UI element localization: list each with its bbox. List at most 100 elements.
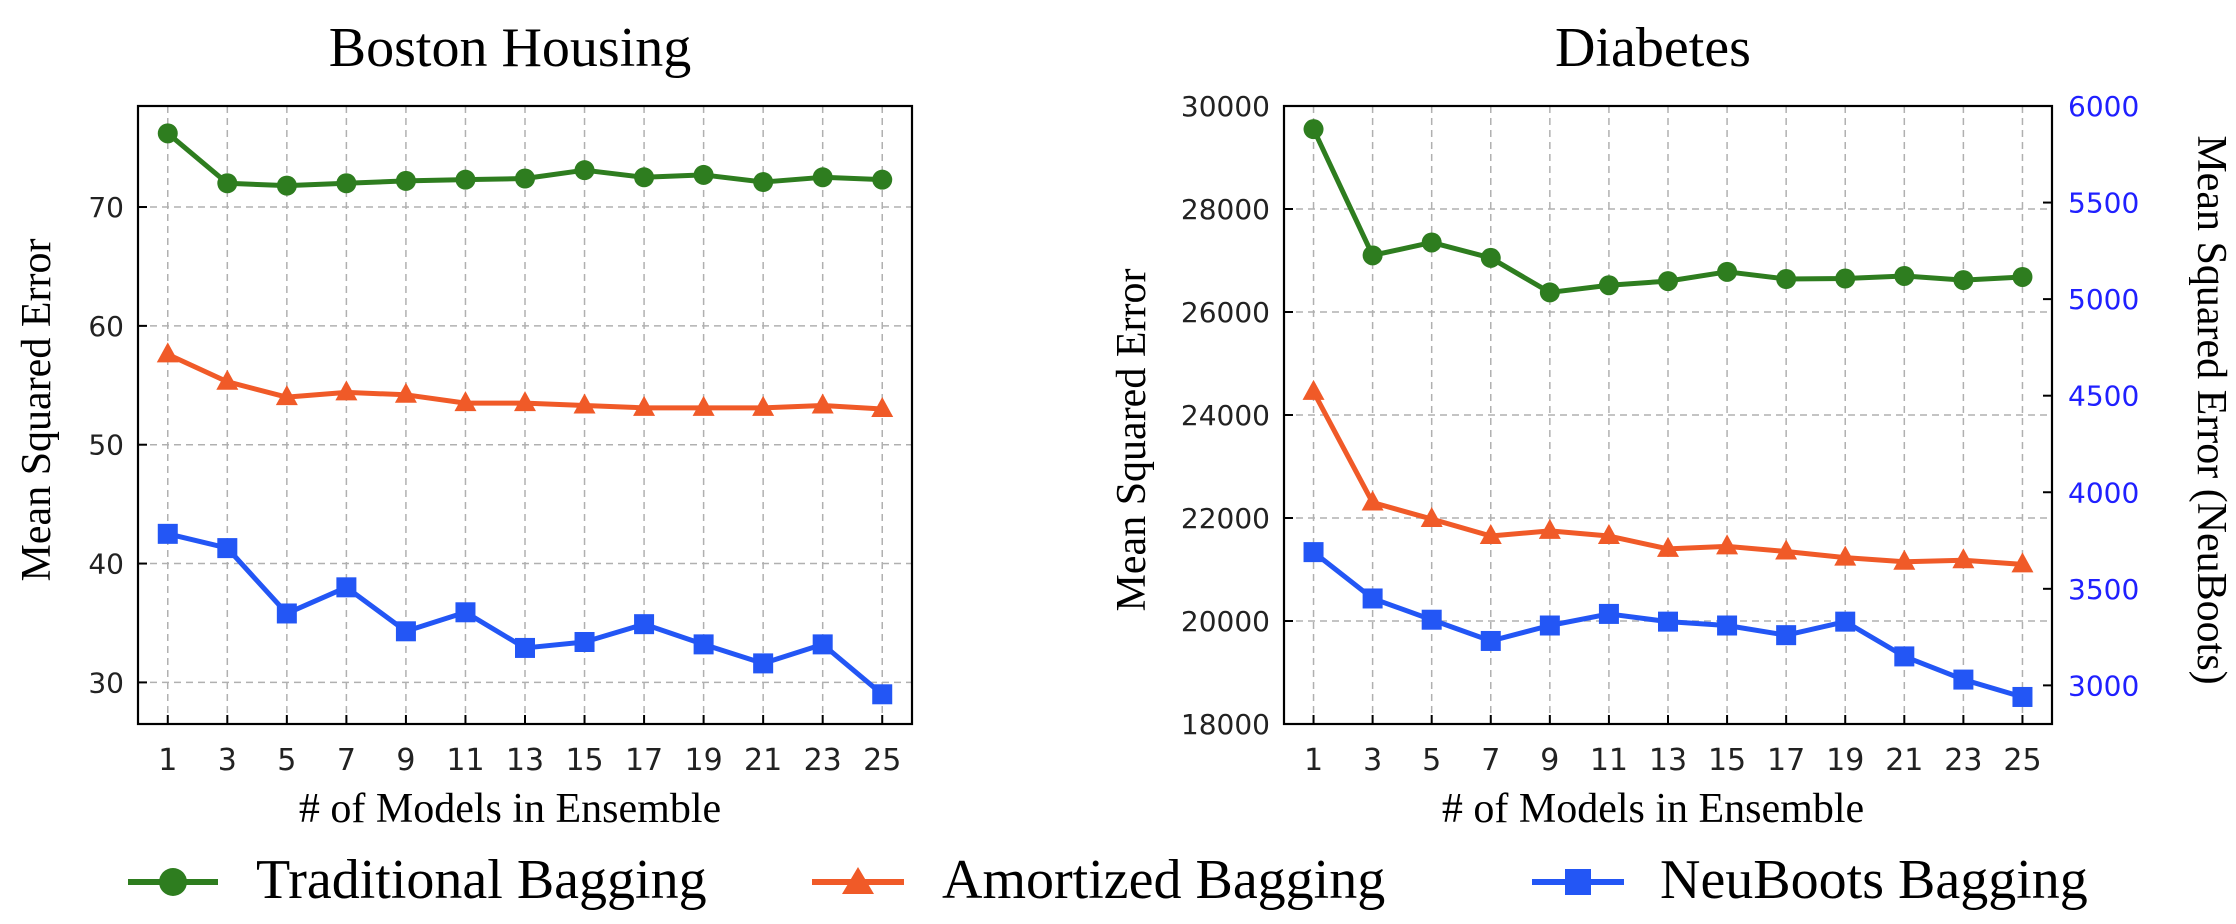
diabetes-data-point bbox=[1598, 603, 1619, 624]
diabetes-right-y-tick-label: 5500 bbox=[2068, 187, 2139, 220]
boston-data-point bbox=[276, 175, 297, 196]
boston-data-point bbox=[515, 637, 535, 658]
boston-x-tick-label: 3 bbox=[218, 743, 237, 778]
diabetes-y-tick-label: 22000 bbox=[1181, 502, 1270, 535]
legend-item-amortized: Amortized Bagging bbox=[812, 849, 1385, 911]
diabetes-y-axis-label: Mean Squared Error bbox=[1109, 269, 1155, 612]
diabetes-data-point bbox=[1539, 282, 1560, 303]
boston-y-tick-label: 40 bbox=[88, 548, 124, 581]
diabetes-panel: 1 3 5 7 9 11 13 15 17 19 21 23 251800020000220002400… bbox=[1109, 17, 2234, 832]
diabetes-y-tick-label: 30000 bbox=[1181, 90, 1270, 123]
diabetes-data-point bbox=[1479, 524, 1502, 545]
boston-data-point bbox=[217, 538, 238, 559]
diabetes-x-tick-label: 15 bbox=[1708, 743, 1746, 778]
boston-data-point bbox=[871, 397, 894, 418]
boston-data-point bbox=[157, 123, 178, 144]
diabetes-y-tick-label: 26000 bbox=[1181, 296, 1270, 329]
diabetes-data-point bbox=[1538, 518, 1561, 539]
diabetes-x-tick-label: 3 bbox=[1363, 743, 1382, 778]
diabetes-x-axis-label: # of Models in Ensemble bbox=[1442, 786, 1864, 832]
diabetes-data-point bbox=[1775, 539, 1798, 560]
diabetes-data-point bbox=[1894, 646, 1915, 667]
diabetes-x-tick-label: 1 bbox=[1304, 743, 1323, 778]
boston-data-point bbox=[156, 342, 179, 363]
boston-data-point bbox=[753, 653, 774, 674]
diabetes-data-point bbox=[1362, 245, 1383, 266]
diabetes-right-y-tick-label: 4000 bbox=[2068, 476, 2139, 509]
diabetes-data-point bbox=[1776, 625, 1797, 646]
diabetes-data-point bbox=[1834, 545, 1857, 566]
diabetes-right-y-tick-label: 6000 bbox=[2068, 90, 2139, 123]
boston-x-tick-label: 25 bbox=[863, 743, 901, 778]
diabetes-series-triangle bbox=[1302, 379, 2034, 573]
diabetes-data-point bbox=[1362, 588, 1383, 609]
diabetes-data-point bbox=[1302, 379, 1325, 400]
boston-data-point bbox=[217, 173, 238, 194]
boston-series-square bbox=[157, 523, 893, 705]
diabetes-data-point bbox=[1893, 549, 1916, 570]
boston-x-tick-label: 1 bbox=[158, 743, 177, 778]
boston-data-point bbox=[336, 173, 357, 194]
diabetes-x-tick-label: 23 bbox=[1944, 743, 1982, 778]
boston-data-point bbox=[455, 169, 476, 190]
boston-data-point bbox=[455, 602, 476, 623]
boston-x-tick-label: 5 bbox=[277, 743, 296, 778]
diabetes-data-point bbox=[1598, 275, 1619, 296]
boston-gridlines bbox=[138, 106, 912, 724]
diabetes-data-point bbox=[1597, 524, 1620, 545]
boston-x-tick-label: 9 bbox=[396, 743, 415, 778]
diabetes-x-tick-label: 11 bbox=[1590, 743, 1628, 778]
diabetes-chart-title: Diabetes bbox=[1555, 17, 1751, 79]
boston-data-point bbox=[157, 523, 178, 544]
legend-marker-circle-icon bbox=[159, 868, 187, 896]
diabetes-data-point bbox=[1953, 669, 1974, 690]
boston-x-tick-label: 11 bbox=[446, 743, 484, 778]
legend-label-neuboots: NeuBoots Bagging bbox=[1660, 849, 2088, 911]
diabetes-data-point bbox=[1539, 615, 1560, 636]
boston-x-tick-label: 13 bbox=[506, 743, 544, 778]
legend-marker-triangle-icon bbox=[842, 867, 874, 894]
diabetes-right-y-tick-label: 4500 bbox=[2068, 380, 2139, 413]
boston-data-point bbox=[275, 385, 298, 406]
boston-data-point bbox=[872, 169, 893, 190]
diabetes-x-tick-label: 13 bbox=[1649, 743, 1687, 778]
diabetes-data-point bbox=[1361, 490, 1384, 511]
boston-data-point bbox=[693, 164, 714, 185]
boston-data-point bbox=[634, 614, 655, 635]
diabetes-data-point bbox=[1717, 615, 1738, 636]
diabetes-data-point bbox=[1953, 270, 1974, 291]
diabetes-data-point bbox=[2012, 686, 2033, 707]
boston-chart-title: Boston Housing bbox=[329, 17, 692, 79]
boston-data-point bbox=[811, 393, 834, 414]
boston-series-circle bbox=[157, 123, 893, 196]
boston-x-tick-label: 17 bbox=[625, 743, 663, 778]
diabetes-data-point bbox=[1835, 268, 1856, 289]
boston-data-point bbox=[812, 167, 833, 188]
boston-plot-frame bbox=[136, 104, 914, 726]
boston-data-point bbox=[574, 160, 595, 181]
diabetes-data-point bbox=[1480, 247, 1501, 268]
diabetes-right-y-tick-label: 3000 bbox=[2068, 669, 2139, 702]
boston-x-tick-label: 19 bbox=[685, 743, 723, 778]
boston-data-point bbox=[634, 167, 655, 188]
boston-data-point bbox=[336, 577, 357, 598]
boston-data-point bbox=[633, 395, 656, 416]
diabetes-right-y-tick-label: 5000 bbox=[2068, 283, 2139, 316]
diabetes-data-point bbox=[1421, 232, 1442, 253]
boston-y-axis-label: Mean Squared Error bbox=[14, 239, 60, 582]
boston-x-tick-label: 21 bbox=[744, 743, 782, 778]
boston-y-tick-label: 70 bbox=[88, 191, 124, 224]
diabetes-data-point bbox=[1835, 611, 1856, 632]
legend-label-traditional: Traditional Bagging bbox=[256, 849, 707, 911]
boston-data-point bbox=[574, 631, 595, 652]
boston-x-tick-label: 15 bbox=[565, 743, 603, 778]
diabetes-data-point bbox=[1421, 609, 1442, 630]
boston-y-tick-label: 60 bbox=[88, 310, 124, 343]
diabetes-data-point bbox=[1716, 534, 1739, 555]
diabetes-x-tick-label: 5 bbox=[1422, 743, 1441, 778]
boston-y-tick-label: 50 bbox=[88, 429, 124, 462]
diabetes-data-point bbox=[1658, 271, 1678, 292]
boston-data-point bbox=[515, 168, 535, 189]
boston-data-point bbox=[335, 380, 358, 401]
